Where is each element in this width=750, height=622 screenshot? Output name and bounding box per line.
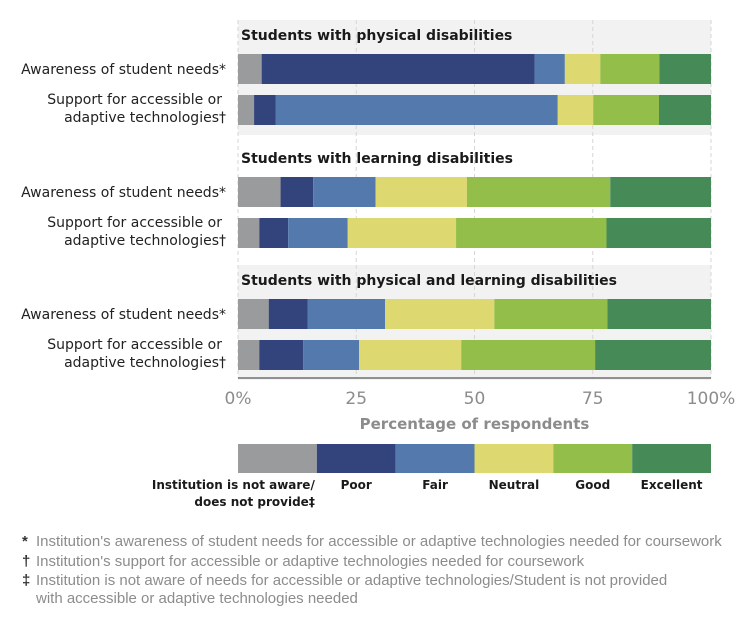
bar-segment-poor (268, 299, 308, 329)
x-tick-label: 25 (345, 389, 367, 409)
legend-swatch (238, 444, 317, 473)
legend-swatch (395, 444, 475, 473)
legend-label: Poor (341, 478, 372, 492)
bar-segment-fair (275, 95, 558, 125)
group-title: Students with physical and learning disa… (241, 273, 617, 289)
bar-segment-institution (238, 340, 260, 370)
bar-segment-neutral (385, 299, 495, 329)
row-label: Support for accessible or (47, 215, 222, 231)
bar-segment-good (461, 340, 596, 370)
legend-swatch (553, 444, 633, 473)
bar-segment-fair (313, 177, 376, 207)
row-label: Support for accessible or (47, 92, 222, 108)
bar-segment-excellent (610, 177, 711, 207)
row-label: Awareness of student needs* (21, 62, 226, 78)
legend-swatch (632, 444, 711, 473)
x-tick-label: 50 (464, 389, 486, 409)
bar-segment-excellent (606, 218, 711, 248)
legend-label: Good (575, 478, 610, 492)
bar-segment-excellent (658, 95, 711, 125)
bar-segment-institution (238, 177, 281, 207)
bar-segment-good (494, 299, 608, 329)
bar-segment-good (593, 95, 659, 125)
group-title: Students with learning disabilities (241, 151, 513, 167)
row-label: adaptive technologies† (64, 110, 226, 126)
bar-segment-institution (238, 299, 269, 329)
bar-segment-poor (259, 218, 289, 248)
bar-segment-fair (534, 54, 565, 84)
bar-segment-neutral (347, 218, 457, 248)
bar-segment-good (600, 54, 660, 84)
group-title: Students with physical disabilities (241, 28, 512, 44)
x-tick-label: 100% (687, 389, 736, 409)
legend-label: Excellent (641, 478, 703, 492)
bar-segment-poor (280, 177, 314, 207)
row-label: adaptive technologies† (64, 355, 226, 371)
bar-segment-poor (261, 54, 535, 84)
legend-swatch (474, 444, 554, 473)
bar-segment-fair (303, 340, 360, 370)
bar-segment-poor (254, 95, 276, 125)
bar-segment-institution (238, 54, 262, 84)
x-axis-title: Percentage of respondents (360, 415, 590, 433)
legend-label: Fair (422, 478, 448, 492)
bar-segment-neutral (557, 95, 594, 125)
bar-segment-good (456, 218, 607, 248)
bar-segment-good (466, 177, 611, 207)
legend-label: does not provide‡ (194, 495, 314, 509)
footnote-3: ‡ Institution is not aware of needs for a… (22, 572, 668, 607)
legend-label: Neutral (489, 478, 540, 492)
bar-segment-fair (288, 218, 348, 248)
row-label: adaptive technologies† (64, 233, 226, 249)
bar-segment-neutral (564, 54, 601, 84)
row-label: Awareness of student needs* (21, 307, 226, 323)
bar-segment-fair (307, 299, 386, 329)
bar-segment-institution (238, 218, 260, 248)
bar-segment-excellent (659, 54, 711, 84)
legend-label: Institution is not aware/ (152, 478, 316, 492)
bar-segment-poor (259, 340, 304, 370)
bar-segment-neutral (359, 340, 462, 370)
bar-segment-neutral (375, 177, 467, 207)
row-label: Support for accessible or (47, 337, 222, 353)
x-tick-label: 0% (225, 389, 252, 409)
bar-segment-excellent (607, 299, 711, 329)
x-tick-label: 75 (582, 389, 604, 409)
legend-swatch (316, 444, 396, 473)
footnote-1: * Institution's awareness of student need… (22, 533, 722, 550)
row-label: Awareness of student needs* (21, 185, 226, 201)
bar-segment-institution (238, 95, 255, 125)
bar-segment-excellent (595, 340, 711, 370)
footnote-2: † Institution's support for accessible or… (22, 553, 585, 570)
